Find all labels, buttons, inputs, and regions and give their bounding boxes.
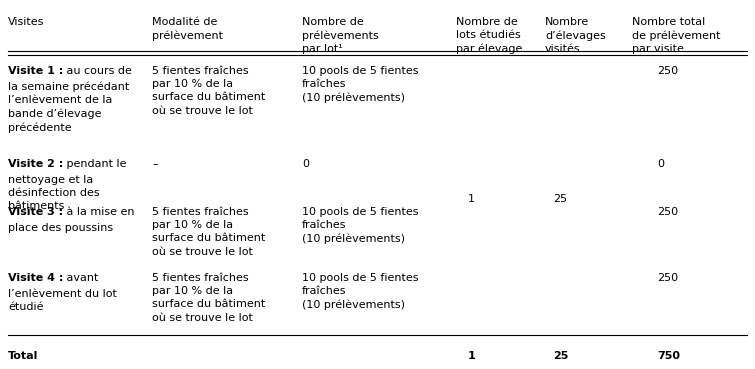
Text: Visite 1 :: Visite 1 : bbox=[8, 66, 63, 76]
Text: 0: 0 bbox=[657, 159, 664, 169]
Text: Nombre total
de prélèvement
par visite: Nombre total de prélèvement par visite bbox=[632, 17, 720, 54]
Text: 1: 1 bbox=[468, 351, 476, 361]
Text: l’enlèvement du lot
étudié: l’enlèvement du lot étudié bbox=[8, 289, 117, 312]
Text: Nombre de
lots étudiés
par élevage: Nombre de lots étudiés par élevage bbox=[456, 17, 522, 54]
Text: 25: 25 bbox=[553, 194, 567, 204]
Text: 25: 25 bbox=[553, 351, 569, 361]
Text: avant: avant bbox=[63, 273, 99, 283]
Text: 10 pools de 5 fientes
fraîches
(10 prélèvements): 10 pools de 5 fientes fraîches (10 prélè… bbox=[302, 207, 418, 244]
Text: 5 fientes fraîches
par 10 % de la
surface du bâtiment
où se trouve le lot: 5 fientes fraîches par 10 % de la surfac… bbox=[152, 207, 265, 256]
Text: 10 pools de 5 fientes
fraîches
(10 prélèvements): 10 pools de 5 fientes fraîches (10 prélè… bbox=[302, 273, 418, 310]
Text: 5 fientes fraîches
par 10 % de la
surface du bâtiment
où se trouve le lot: 5 fientes fraîches par 10 % de la surfac… bbox=[152, 66, 265, 115]
Text: 750: 750 bbox=[657, 351, 680, 361]
Text: Visites: Visites bbox=[8, 17, 45, 27]
Text: –: – bbox=[152, 159, 158, 169]
Text: 1: 1 bbox=[468, 194, 475, 204]
Text: la semaine précédant
l’enlèvement de la
bande d’élevage
précédente: la semaine précédant l’enlèvement de la … bbox=[8, 82, 129, 133]
Text: 250: 250 bbox=[657, 207, 678, 217]
Text: Visite 2 :: Visite 2 : bbox=[8, 159, 63, 169]
Text: Visite 4 :: Visite 4 : bbox=[8, 273, 63, 283]
Text: place des poussins: place des poussins bbox=[8, 223, 113, 232]
Text: pendant le: pendant le bbox=[63, 159, 127, 169]
Text: au cours de: au cours de bbox=[63, 66, 132, 76]
Text: 0: 0 bbox=[302, 159, 309, 169]
Text: Total: Total bbox=[8, 351, 39, 361]
Text: Nombre de
prélèvements
par lot¹: Nombre de prélèvements par lot¹ bbox=[302, 17, 379, 54]
Text: Visite 3 :: Visite 3 : bbox=[8, 207, 63, 217]
Text: 250: 250 bbox=[657, 66, 678, 76]
Text: à la mise en: à la mise en bbox=[63, 207, 134, 217]
Text: nettoyage et la
désinfection des
bâtiments: nettoyage et la désinfection des bâtimen… bbox=[8, 175, 100, 211]
Text: 250: 250 bbox=[657, 273, 678, 283]
Text: Nombre
d’élevages
visités: Nombre d’élevages visités bbox=[545, 17, 606, 54]
Text: 10 pools de 5 fientes
fraîches
(10 prélèvements): 10 pools de 5 fientes fraîches (10 prélè… bbox=[302, 66, 418, 103]
Text: Modalité de
prélèvement: Modalité de prélèvement bbox=[152, 17, 223, 41]
Text: 5 fientes fraîches
par 10 % de la
surface du bâtiment
où se trouve le lot: 5 fientes fraîches par 10 % de la surfac… bbox=[152, 273, 265, 323]
